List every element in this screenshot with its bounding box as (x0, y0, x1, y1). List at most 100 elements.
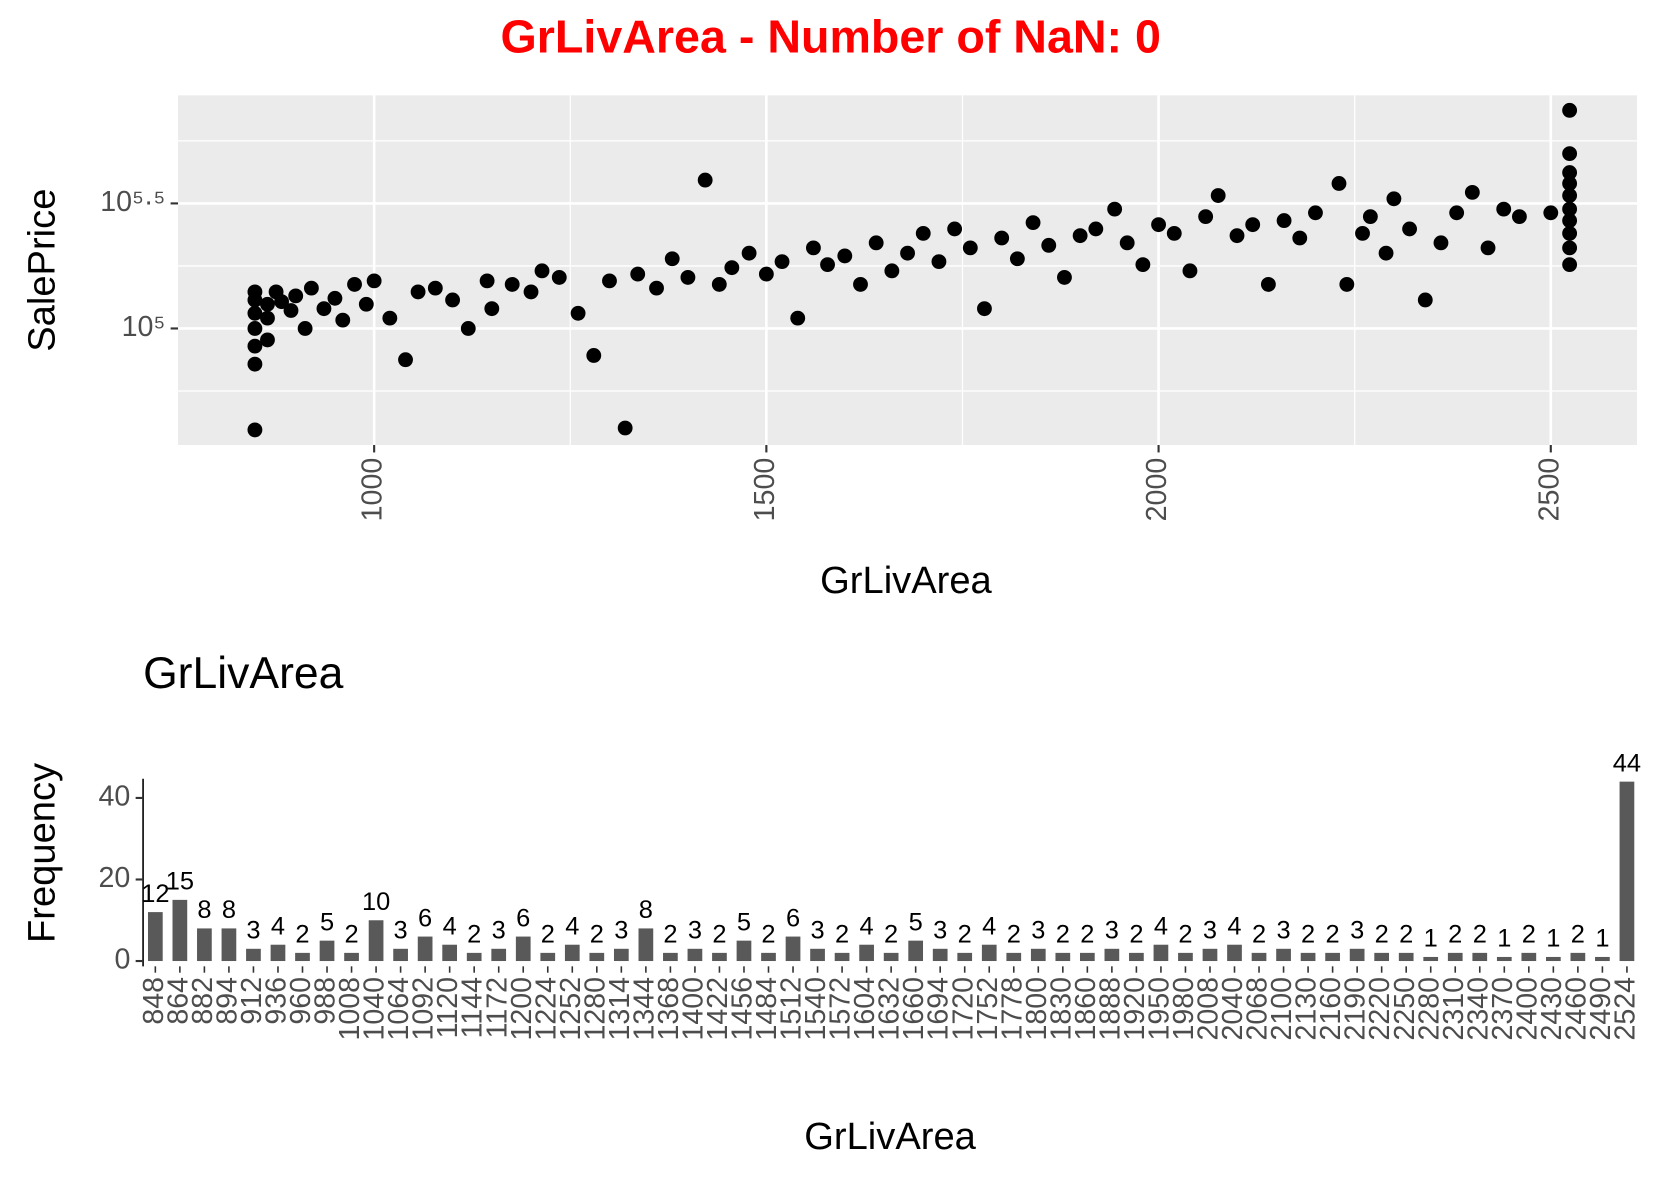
bar-value-label: 5 (737, 908, 751, 936)
bar (246, 948, 261, 962)
bar-value-label: 2 (295, 921, 309, 949)
bar-value-label: 2 (1178, 921, 1192, 949)
y-tick-label: 10⁵ (122, 311, 166, 343)
bar-value-label: 8 (222, 896, 236, 924)
point (1417, 292, 1433, 308)
bar-value-label: 2 (1522, 921, 1536, 949)
x-tick-label: 960 (285, 977, 317, 1025)
point (758, 266, 774, 282)
point (1339, 277, 1355, 292)
x-tick-label: 1400 (677, 977, 709, 1041)
point (570, 305, 586, 321)
bar (957, 952, 973, 962)
bar-value-label: 1 (1424, 925, 1438, 953)
bar (589, 952, 605, 962)
bar-value-label: 2 (1129, 921, 1143, 949)
x-tick-label: 1422 (702, 977, 734, 1041)
bar-value-label: 6 (786, 904, 800, 932)
point (551, 269, 567, 285)
bar (1178, 952, 1193, 962)
x-tick-label: 1500 (749, 458, 781, 522)
point (1088, 221, 1104, 237)
point (884, 263, 900, 279)
point (617, 420, 633, 436)
point (534, 263, 550, 279)
bar (221, 928, 237, 962)
x-tick-label: 1456 (727, 977, 759, 1041)
x-tick-label: 1830 (1045, 977, 1077, 1041)
bar (859, 944, 874, 962)
bar (197, 928, 212, 962)
bar-value-label: 2 (344, 921, 358, 949)
point (1182, 263, 1198, 279)
bar (368, 920, 384, 962)
x-tick-label: 1660 (898, 977, 930, 1041)
bar (834, 952, 850, 962)
bar (810, 948, 825, 962)
x-tick-label: 936 (261, 977, 293, 1025)
x-axis-title: GrLivArea (820, 559, 992, 602)
bar (736, 940, 752, 962)
bar-value-label: 3 (1276, 917, 1290, 945)
bar-value-label: 15 (166, 868, 194, 896)
bar-value-label: 3 (614, 917, 628, 945)
x-tick-label: 1092 (408, 977, 440, 1041)
point (260, 310, 275, 326)
x-tick-label: 1800 (1021, 977, 1053, 1041)
bar-value-label: 2 (590, 921, 604, 949)
point (1562, 240, 1578, 256)
bar (147, 912, 163, 962)
x-tick-label: 1950 (1143, 977, 1175, 1041)
bar (1251, 952, 1267, 962)
point (247, 356, 263, 372)
point (366, 273, 382, 289)
point (523, 284, 539, 300)
bar (1398, 952, 1414, 962)
x-tick-label: 1512 (776, 977, 808, 1041)
x-tick-label: 1040 (359, 977, 391, 1041)
bar (1202, 948, 1218, 962)
x-tick-label: 2068 (1242, 977, 1274, 1041)
bar (393, 948, 408, 962)
point (1210, 188, 1226, 203)
point (247, 422, 263, 438)
bar-value-label: 5 (909, 908, 923, 936)
bar-value-label: 2 (958, 921, 972, 949)
point (1135, 257, 1151, 273)
point (445, 292, 461, 308)
bar (515, 936, 531, 962)
point (1378, 245, 1394, 261)
point (868, 235, 884, 251)
point (358, 296, 374, 312)
bar-value-label: 2 (1007, 921, 1021, 949)
point (1119, 235, 1135, 251)
x-tick-label: 2524 (1609, 977, 1641, 1041)
point (1166, 225, 1182, 241)
bar (1325, 952, 1340, 962)
bar-value-label: 2 (1375, 921, 1389, 949)
bar-value-label: 4 (1154, 912, 1168, 940)
point (1562, 188, 1578, 203)
point (977, 301, 992, 317)
x-tick-label: 2190 (1340, 977, 1372, 1041)
x-tick-label: 2250 (1389, 977, 1421, 1041)
bar (1447, 952, 1463, 962)
x-tick-label: 1120 (432, 977, 464, 1039)
point (1386, 191, 1402, 207)
point (931, 254, 947, 270)
x-tick-label: 894 (211, 977, 243, 1025)
x-tick-label: 2460 (1560, 977, 1592, 1041)
bar (712, 952, 727, 962)
point (283, 303, 299, 318)
x-tick-label: 1752 (972, 977, 1004, 1041)
y-axis-title: SalePrice (21, 189, 64, 352)
bar (981, 944, 997, 962)
point (806, 240, 821, 256)
x-tick-label: 1172 (481, 977, 513, 1039)
bar-value-label: 2 (884, 921, 898, 949)
point (335, 312, 351, 328)
bar (1055, 952, 1071, 962)
x-tick-label: 1000 (357, 458, 389, 522)
bar-value-label: 3 (933, 917, 947, 945)
bar (491, 948, 507, 962)
